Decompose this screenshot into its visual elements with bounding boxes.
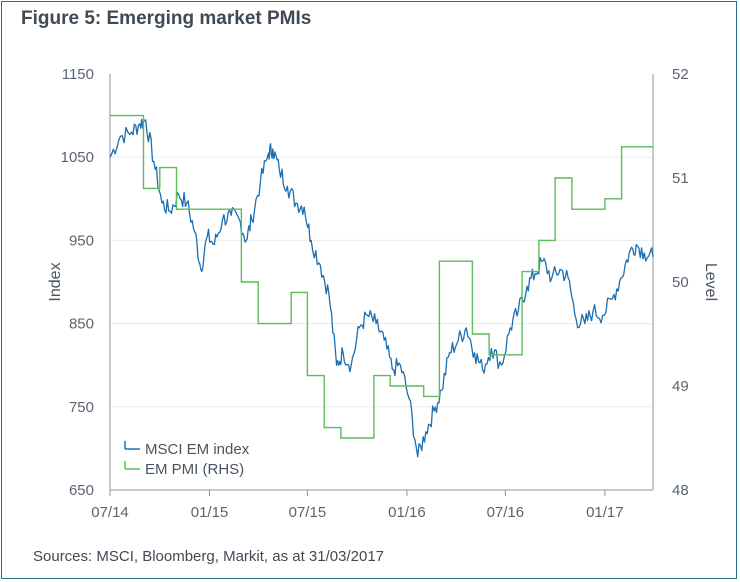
- em-pmi-point: [554, 177, 556, 179]
- em-pmi-point: [257, 323, 259, 325]
- em-pmi-point: [109, 115, 111, 117]
- x-tick-label: 07/16: [487, 504, 525, 521]
- y-tick-label: 750: [69, 399, 94, 416]
- em-pmi-point: [142, 187, 145, 189]
- x-tick-label: 07/14: [91, 504, 129, 521]
- em-pmi-point: [175, 208, 178, 210]
- y-tick-label: 1150: [62, 66, 94, 83]
- em-pmi-point: [306, 375, 308, 377]
- y2-tick-label: 48: [672, 482, 689, 499]
- x-tick-label: 01/17: [586, 504, 624, 521]
- em-pmi-point: [604, 198, 606, 200]
- em-pmi-point: [159, 167, 161, 169]
- em-pmi-point: [373, 375, 375, 377]
- legend-label-msci: MSCI EM index: [145, 441, 250, 458]
- chart-title: Figure 5: Emerging market PMIs: [21, 8, 312, 29]
- y2-tick-label: 51: [672, 170, 689, 187]
- y-tick-label: 950: [69, 232, 94, 249]
- em-pmi-point: [488, 354, 490, 356]
- x-tick-label: 01/16: [388, 504, 426, 521]
- em-pmi-point: [571, 208, 573, 210]
- y-axis-label: Index: [47, 262, 64, 301]
- em-pmi-point: [423, 395, 425, 397]
- x-tick-label: 01/15: [191, 504, 229, 521]
- source-note: Sources: MSCI, Bloomberg, Markit, as at …: [33, 548, 384, 565]
- em-pmi-point: [225, 208, 227, 210]
- y2-tick-label: 50: [672, 274, 689, 291]
- axes: 1150 1050 950 850 750 650 52 51 50 49 48 07/14 01/15…: [47, 66, 719, 521]
- y2-axis-label: Level: [702, 263, 719, 301]
- series-layer: [109, 114, 654, 458]
- y-tick-label: 850: [69, 316, 94, 333]
- em-pmi-point: [621, 146, 623, 148]
- em-pmi-point: [240, 281, 242, 283]
- em-pmi-point: [521, 271, 523, 273]
- em-pmi-point: [538, 239, 540, 241]
- msci-em-index-line: [109, 118, 654, 458]
- em-pmi-point: [389, 385, 391, 387]
- em-pmi-point: [438, 260, 440, 262]
- legend: MSCI EM index EM PMI (RHS): [124, 441, 250, 478]
- y2-tick-label: 49: [672, 378, 689, 395]
- em-pmi-point: [652, 146, 654, 148]
- em-pmi-point: [323, 427, 325, 429]
- x-tick-label: 07/15: [289, 504, 327, 521]
- y-tick-label: 650: [69, 482, 94, 499]
- grid: [110, 156, 653, 408]
- y-tick-label: 1050: [61, 149, 94, 166]
- y2-tick-label: 52: [672, 66, 689, 83]
- em-pmi-point: [340, 437, 342, 439]
- em-pmi-point: [471, 333, 473, 335]
- em-pmi-line: [110, 114, 653, 439]
- legend-label-pmi: EM PMI (RHS): [145, 461, 244, 478]
- em-pmi-point: [290, 291, 292, 293]
